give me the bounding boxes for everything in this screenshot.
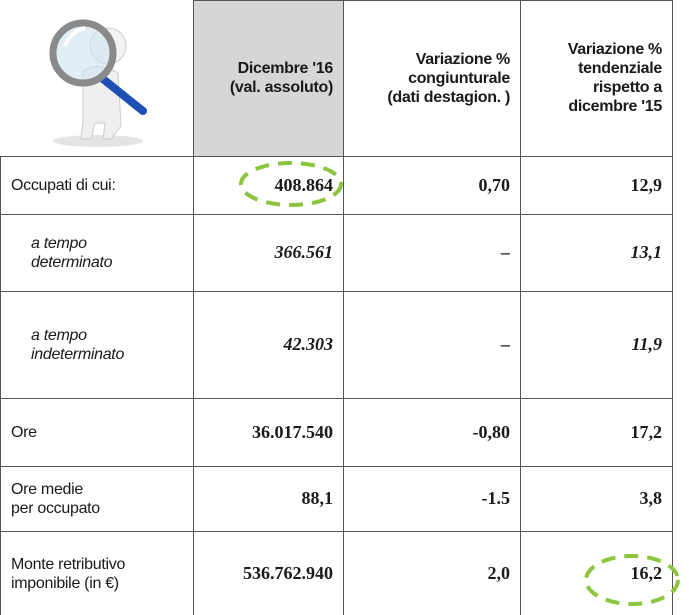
value-cell: 408.864 — [193, 155, 344, 215]
value-cell: 42.303 — [193, 290, 344, 399]
value-cell: 17,2 — [520, 397, 673, 467]
text-line: Dicembre '16 — [237, 60, 334, 78]
table-row: Ore 36.017.540 -0,80 17,2 — [0, 397, 673, 467]
text-line: per occupato — [11, 499, 100, 517]
value-cell: 536.762.940 — [193, 530, 344, 615]
row-label: Ore — [0, 397, 194, 467]
magnifier-icon — [49, 19, 147, 147]
text-line: Monte retributivo — [11, 555, 126, 573]
table-row: Ore medie per occupato 88,1 -1.5 3,8 — [0, 465, 673, 532]
text-line: (dati destagion. ) — [387, 88, 510, 106]
value-cell: – — [343, 290, 521, 399]
row-label: Ore medie per occupato — [0, 465, 194, 532]
text-line: Variazione % — [415, 50, 511, 68]
value-cell: 88,1 — [193, 465, 344, 532]
value-cell: 366.561 — [193, 213, 344, 292]
text-line: Ore — [11, 423, 37, 441]
value-cell: 12,9 — [520, 155, 673, 215]
icon-cell — [0, 0, 194, 157]
value-cell: -0,80 — [343, 397, 521, 467]
table-row: Occupati di cui: 408.864 0,70 12,9 — [0, 155, 673, 215]
value-cell: 0,70 — [343, 155, 521, 215]
value-cell: 13,1 — [520, 213, 673, 292]
value-cell: 2,0 — [343, 530, 521, 615]
data-table: Dicembre '16 (val. assoluto) Variazione % c… — [0, 0, 673, 615]
text-line: determinato — [31, 253, 113, 271]
text-line: congiunturale — [408, 69, 510, 87]
header-cell: Variazione % tendenziale rispetto a dicembr… — [520, 0, 673, 157]
row-label: Occupati di cui: — [0, 155, 194, 215]
text-line: Variazione % — [567, 41, 663, 59]
row-label: a tempo indeterminato — [0, 290, 194, 399]
row-label: a tempo determinato — [0, 213, 194, 292]
header-cell: Variazione % congiunturale (dati destagion… — [343, 0, 521, 157]
text-line: rispetto a — [592, 79, 662, 97]
value-cell: -1.5 — [343, 465, 521, 532]
row-label: Monte retributivo imponibile (in €) — [0, 530, 194, 615]
text-line: Occupati di cui: — [11, 176, 116, 194]
header-cell: Dicembre '16 (val. assoluto) — [193, 0, 344, 157]
text-line: dicembre '15 — [568, 98, 662, 116]
text-line: a tempo — [31, 326, 87, 344]
value-cell: 16,2 — [520, 530, 673, 615]
table-row: a tempo determinato 366.561–13,1 — [0, 213, 673, 292]
value-cell: 11,9 — [520, 290, 673, 399]
text-line: imponibile (in €) — [11, 574, 119, 592]
text-line: Ore medie — [11, 480, 83, 498]
table-row: Monte retributivo imponibile (in €) 536.76… — [0, 530, 673, 615]
text-line: a tempo — [31, 234, 87, 252]
text-line: (val. assoluto) — [229, 79, 333, 97]
text-line: indeterminato — [31, 345, 125, 363]
value-cell: 3,8 — [520, 465, 673, 532]
value-cell: 36.017.540 — [193, 397, 344, 467]
value-cell: – — [343, 213, 521, 292]
text-line: tendenziale — [578, 60, 662, 78]
table-row: a tempo indeterminato 42.303–11,9 — [0, 290, 673, 399]
